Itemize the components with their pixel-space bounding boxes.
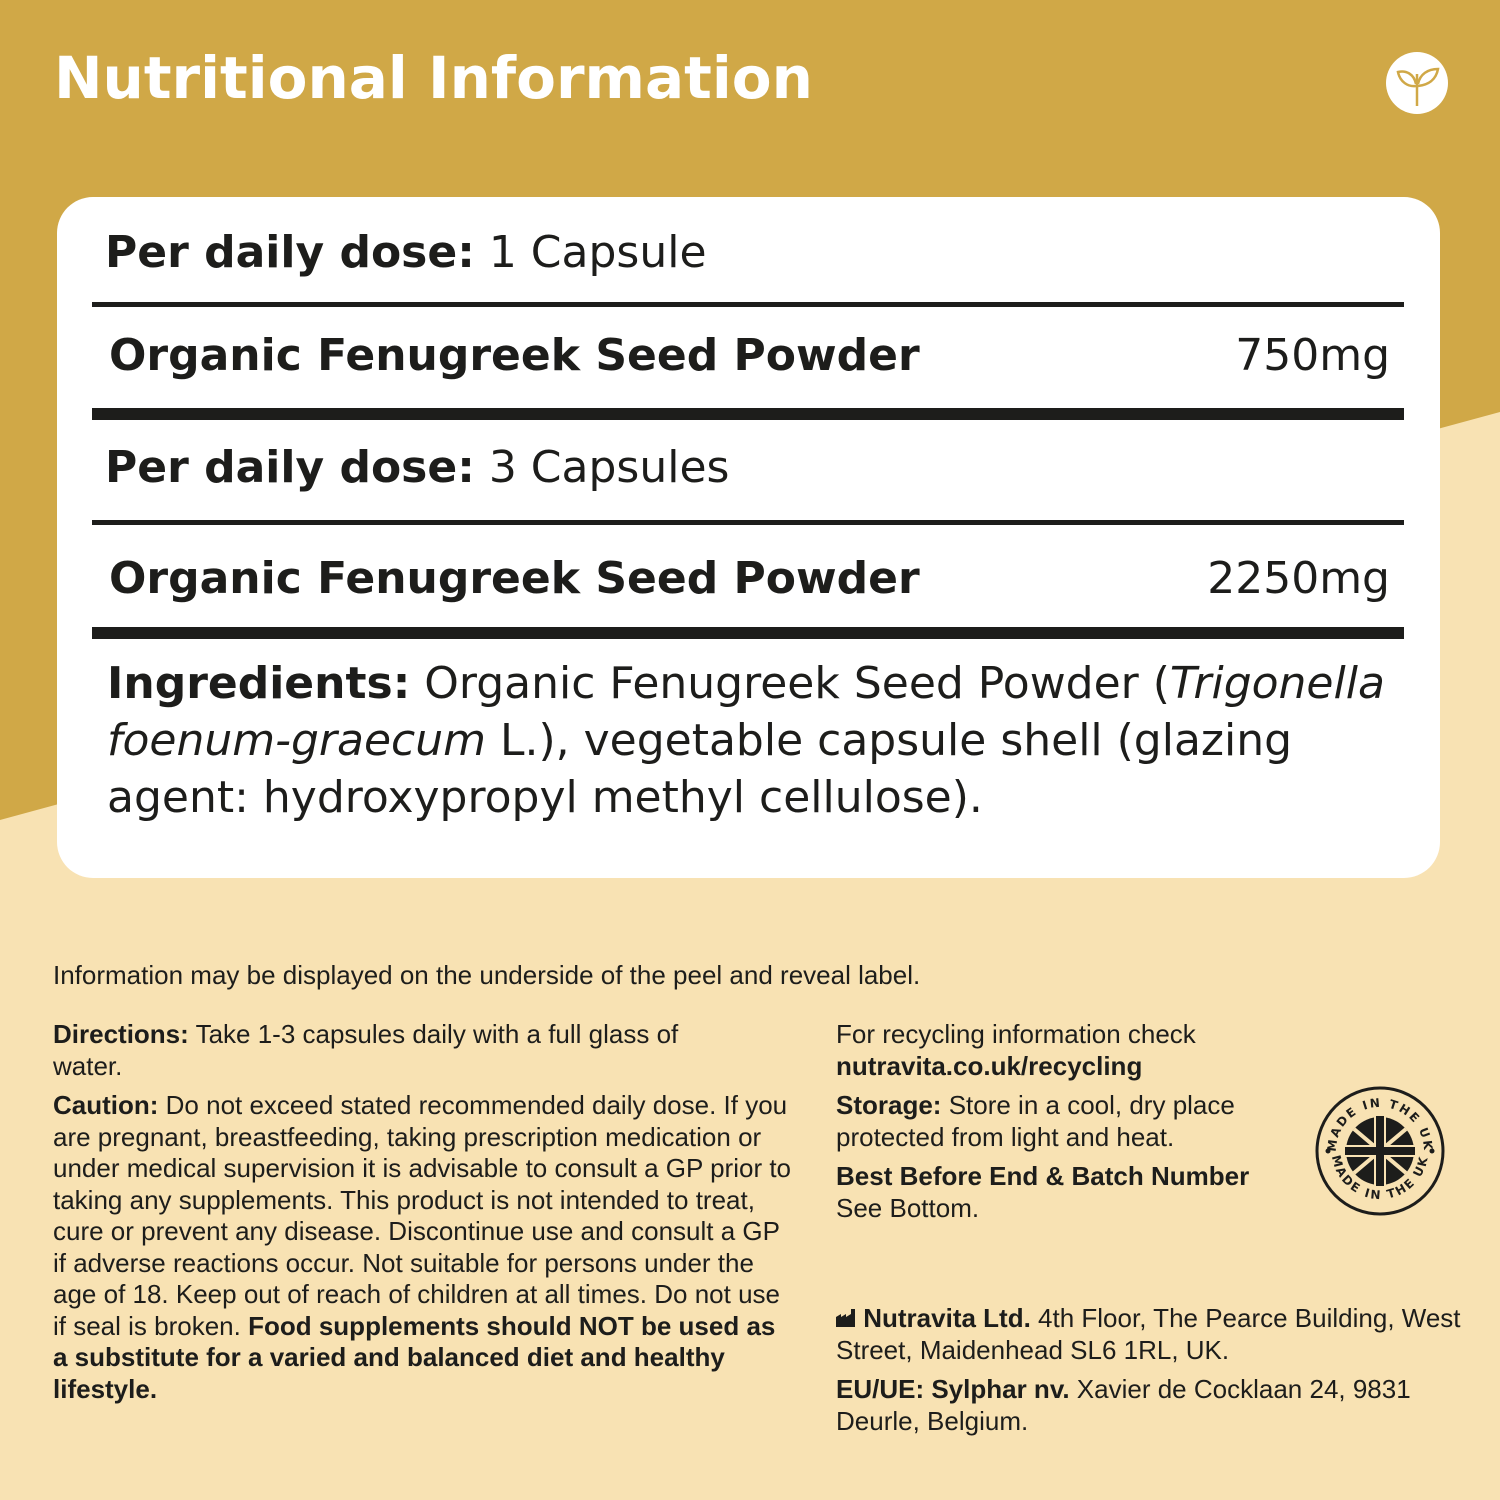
nutrient-name: Organic Fenugreek Seed Powder — [109, 553, 920, 604]
nutrient-row-2: Organic Fenugreek Seed Powder 2250mg — [109, 553, 1390, 604]
caution-bold-text: Food supplements should NOT be used as a… — [53, 1310, 776, 1404]
factory-icon — [836, 1309, 855, 1327]
left-column: Directions: Take 1-3 capsules daily with… — [53, 1019, 793, 1405]
divider — [92, 302, 1404, 307]
eu-representative: EU/UE: Sylphar nv. Xavier de Cocklaan 24… — [836, 1374, 1416, 1437]
ingredients: Ingredients: Organic Fenugreek Seed Powd… — [107, 655, 1407, 826]
info-note: Information may be displayed on the unde… — [53, 960, 921, 990]
ingredients-text: L.), vegetable capsule shell (glazing ag… — [107, 715, 1293, 823]
dose-label: Per daily dose: — [105, 227, 475, 278]
best-before-text: See Bottom. — [836, 1192, 980, 1223]
caution-label: Caution: — [53, 1090, 159, 1120]
nutrient-amount: 2250mg — [1207, 553, 1390, 604]
ingredients-label: Ingredients: — [107, 658, 411, 709]
storage-text: Store in a cool, dry place protected fro… — [836, 1090, 1235, 1152]
best-before-label: Best Before End & Batch Number — [836, 1161, 1250, 1191]
divider — [92, 408, 1404, 420]
leaf-sprout-icon — [1386, 52, 1448, 114]
dose-value: 3 Capsules — [488, 442, 730, 493]
recycling-link[interactable]: nutravita.co.uk/recycling — [836, 1050, 1143, 1081]
caution: Caution: Do not exceed stated recommende… — [53, 1090, 793, 1405]
directions-text: Take 1-3 capsules daily with a full glas… — [53, 1019, 679, 1081]
page-title: Nutritional Information — [54, 44, 813, 112]
nutrient-name: Organic Fenugreek Seed Powder — [109, 330, 920, 381]
latin-name: Trigonella foenum-graecum — [107, 658, 1385, 766]
right-column: For recycling information check nutravita… — [836, 1019, 1296, 1224]
ingredients-text: Organic Fenugreek Seed Powder ( — [410, 658, 1170, 709]
address-column: Nutravita Ltd. 4th Floor, The Pearce Bui… — [836, 1303, 1466, 1437]
directions-label: Directions: — [53, 1019, 189, 1049]
recycling: For recycling information check nutravita… — [836, 1019, 1296, 1082]
eu-label: EU/UE: Sylphar nv. — [836, 1374, 1070, 1404]
manufacturer-name: Nutravita Ltd. — [863, 1303, 1031, 1333]
manufacturer-address: 4th Floor, The Pearce Building, West Str… — [836, 1303, 1461, 1365]
made-in-uk-badge: MADE IN THE UK MADE IN THE UK — [1315, 1086, 1445, 1216]
nutrient-amount: 750mg — [1235, 330, 1390, 381]
directions: Directions: Take 1-3 capsules daily with… — [53, 1019, 723, 1082]
nutrient-row-1: Organic Fenugreek Seed Powder 750mg — [109, 330, 1390, 381]
storage-label: Storage: — [836, 1090, 942, 1120]
dose-label: Per daily dose: — [105, 442, 475, 493]
storage: Storage: Store in a cool, dry place prot… — [836, 1090, 1286, 1153]
eu-address: Xavier de Cocklaan 24, 9831 Deurle, Belg… — [836, 1374, 1411, 1436]
dose-row-2: Per daily dose: 3 Capsules — [105, 442, 1390, 493]
divider — [92, 520, 1404, 525]
dose-row-1: Per daily dose: 1 Capsule — [105, 227, 1390, 278]
dose-value: 1 Capsule — [488, 227, 707, 278]
divider — [92, 627, 1404, 639]
caution-text: Do not exceed stated recommended daily d… — [53, 1090, 792, 1341]
recycling-text: For recycling information check — [836, 1019, 1196, 1049]
best-before: Best Before End & Batch Number See Bottom… — [836, 1161, 1296, 1224]
manufacturer: Nutravita Ltd. 4th Floor, The Pearce Bui… — [836, 1303, 1466, 1366]
nutrition-table-card: Per daily dose: 1 Capsule Organic Fenugr… — [57, 197, 1440, 878]
